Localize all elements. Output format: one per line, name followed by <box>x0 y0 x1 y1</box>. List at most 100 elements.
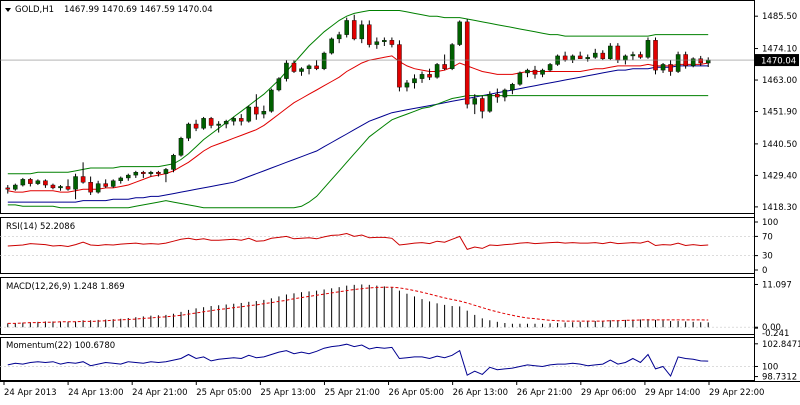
price-overlay-line-2 <box>7 10 709 175</box>
candle-body <box>103 183 108 187</box>
candle-body <box>690 58 696 67</box>
candle-body <box>171 155 176 170</box>
x-tick-label: 25 Apr 21:00 <box>324 388 379 398</box>
momentum-tick-label: 100 <box>762 362 778 372</box>
candle-body <box>110 180 116 187</box>
price-tick-label: 1429.40 <box>762 171 797 181</box>
candle-body <box>698 58 703 64</box>
candle-body <box>585 57 590 59</box>
candle-body <box>449 44 455 69</box>
candle-body <box>344 20 349 35</box>
x-tick-label: 24 Apr 2013 <box>4 388 57 398</box>
x-tick-label: 26 Apr 05:00 <box>389 388 444 398</box>
candle-body <box>65 186 71 190</box>
x-tick-label: 25 Apr 05:00 <box>196 388 251 398</box>
candle-body <box>156 172 161 174</box>
candle-body <box>88 182 93 193</box>
candle-body <box>570 55 575 61</box>
candle-body <box>464 21 470 105</box>
candle-body <box>269 89 274 112</box>
candle-body <box>261 111 267 115</box>
rsi-panel <box>0 217 755 274</box>
candle-body <box>291 62 297 72</box>
candle-body <box>284 62 289 79</box>
candle-body <box>427 74 432 78</box>
candle-body <box>630 54 636 57</box>
x-tick-label: 29 Apr 14:00 <box>645 388 700 398</box>
candle-body <box>608 45 613 59</box>
momentum-tick-label: 98.7312 <box>762 373 797 383</box>
x-tick-label: 25 Apr 13:00 <box>260 388 315 398</box>
candle-body <box>299 68 304 72</box>
candle-body <box>374 41 380 45</box>
price-ohlc: 1467.99 1470.69 1467.59 1470.04 <box>64 5 213 15</box>
price-tick-label: 1418.30 <box>762 203 797 213</box>
candle-body <box>472 98 478 105</box>
price-overlay-line-3 <box>7 95 709 209</box>
candle-body <box>419 74 425 79</box>
current-price-label: 1470.04 <box>761 57 796 67</box>
candle-body <box>705 59 711 64</box>
candle-body <box>13 184 18 190</box>
candle-body <box>600 52 606 59</box>
candle-body <box>562 55 568 61</box>
candle-body <box>133 172 139 176</box>
rsi-title: RSI(14) 52.2086 <box>6 222 75 232</box>
candle-body <box>592 52 598 58</box>
candle-body <box>186 123 191 139</box>
candle-body <box>668 64 673 72</box>
candle-body <box>238 118 244 122</box>
candle-body <box>178 138 184 156</box>
candle-body <box>329 38 334 54</box>
candle-body <box>615 45 621 61</box>
candle-body <box>148 172 154 174</box>
candle-body <box>28 179 33 184</box>
candle-body <box>397 44 402 88</box>
momentum-tick-label: 102.8471 <box>762 340 800 350</box>
candle-body <box>517 72 523 85</box>
candle-body <box>434 64 440 78</box>
candle-body <box>367 24 372 45</box>
candle-body <box>193 123 199 129</box>
candle-body <box>80 176 86 183</box>
candle-body <box>246 106 252 122</box>
x-tick-label: 29 Apr 06:00 <box>581 388 636 398</box>
macd-title: MACD(12,26,9) 1.248 1.869 <box>6 282 125 292</box>
current-price-tag <box>755 54 799 67</box>
price-symbol: GOLD,H1 <box>15 5 54 15</box>
candle-body <box>321 52 327 69</box>
candle-body <box>495 94 500 98</box>
dropdown-arrow-icon[interactable] <box>5 8 11 12</box>
rsi-tick-label: 70 <box>762 232 773 242</box>
rsi-line <box>7 232 709 250</box>
candle-body <box>480 98 485 112</box>
candle-body <box>404 82 410 88</box>
candle-body <box>201 118 206 129</box>
candle-body <box>638 54 643 58</box>
price-overlay-line-0 <box>7 55 709 193</box>
candle-body <box>389 40 395 45</box>
candle-body <box>314 65 319 69</box>
candle-body <box>118 177 124 181</box>
candle-body <box>223 120 229 125</box>
candle-body <box>675 54 681 72</box>
price-tick-label: 1485.50 <box>762 12 797 22</box>
candle-body <box>351 20 357 40</box>
candle-body <box>487 94 493 112</box>
candle-body <box>532 69 538 75</box>
candle-body <box>412 78 417 84</box>
candle-body <box>645 40 651 58</box>
candle-body <box>276 78 282 91</box>
macd-tick-label: 0.00 <box>762 323 781 333</box>
candle-body <box>95 183 101 193</box>
macd-tick-label: 11.097 <box>762 280 792 290</box>
macd-signal-line <box>7 286 709 324</box>
candle-body <box>457 21 462 45</box>
candle-body <box>73 176 78 190</box>
rsi-tick-label: 100 <box>762 218 778 228</box>
candle-body <box>254 106 259 115</box>
candle-body <box>208 118 214 126</box>
candle-body <box>20 179 26 186</box>
candle-body <box>163 169 169 174</box>
